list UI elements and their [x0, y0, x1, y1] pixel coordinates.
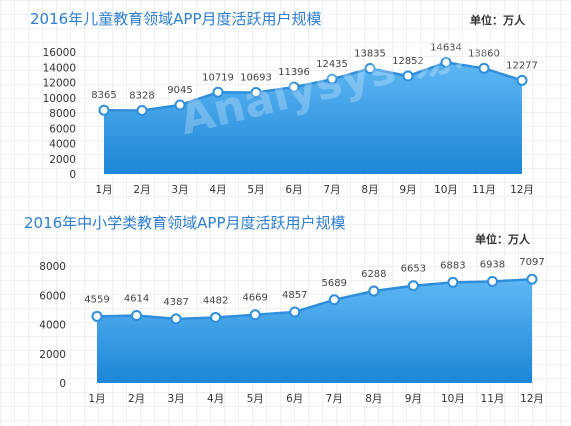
data-label: 4669	[242, 293, 267, 304]
y-tick-label: 8000	[39, 261, 66, 273]
data-label: 4387	[163, 297, 188, 308]
x-tick-label: 11月	[481, 393, 505, 405]
x-tick-label: 7月	[323, 184, 340, 196]
data-point	[288, 81, 300, 93]
data-label: 6883	[440, 260, 465, 271]
chart2-unit-label: 单位：万人	[475, 233, 530, 246]
x-tick-label: 8月	[365, 393, 382, 405]
x-tick-label: 4月	[209, 184, 226, 196]
x-tick-label: 3月	[171, 184, 188, 196]
x-tick-label: 1月	[88, 393, 105, 405]
data-point	[131, 310, 143, 322]
series-line	[103, 61, 523, 112]
x-tick-label: 1月	[95, 184, 112, 196]
x-tick-label: 6月	[285, 184, 302, 196]
data-point	[526, 273, 538, 285]
y-tick-label: 4000	[49, 139, 76, 151]
y-tick-label: 2000	[49, 154, 76, 166]
data-label: 6288	[361, 269, 386, 280]
chart2: 0 2000 4000 6000 8000 4559 4614 4387 4482 4669 485…	[39, 257, 544, 405]
x-tick-label: 10月	[434, 184, 458, 196]
y-tick-label: 6000	[39, 290, 66, 302]
y-tick-label: 6000	[49, 123, 76, 135]
y-tick-label: 12000	[43, 78, 76, 90]
data-point	[486, 276, 498, 288]
x-tick-label: 4月	[207, 393, 224, 405]
x-tick-label: 6月	[286, 393, 303, 405]
x-tick-label: 7月	[326, 393, 343, 405]
data-label: 13860	[468, 48, 500, 59]
data-label: 4857	[282, 290, 307, 301]
data-point	[210, 311, 222, 323]
data-label: 9045	[167, 85, 192, 96]
y-tick-label: 8000	[49, 108, 76, 120]
data-label: 10693	[240, 72, 272, 83]
data-label: 14634	[430, 42, 462, 53]
x-tick-label: 12月	[520, 393, 544, 405]
data-point	[447, 276, 459, 288]
data-label: 12852	[392, 56, 424, 67]
x-tick-label: 2月	[128, 393, 145, 405]
area-fill	[97, 279, 532, 383]
data-point	[91, 310, 103, 322]
data-point	[364, 63, 376, 75]
x-tick-label: 9月	[399, 184, 416, 196]
chart1: 0 2000 4000 6000 8000 10000 12000 14000 16000 836…	[43, 42, 538, 196]
data-point	[174, 99, 186, 111]
data-point	[516, 74, 528, 86]
data-point	[136, 104, 148, 116]
data-label: 11396	[278, 67, 310, 78]
x-tick-label: 11月	[472, 184, 496, 196]
data-point	[98, 104, 110, 116]
y-tick-label: 0	[69, 169, 76, 181]
data-point	[407, 280, 419, 292]
y-tick-label: 14000	[43, 62, 76, 74]
data-label: 12277	[506, 60, 538, 71]
data-point	[368, 285, 380, 297]
data-label: 6938	[480, 260, 505, 271]
data-point	[250, 86, 262, 98]
data-label: 8328	[129, 90, 154, 101]
data-label: 7097	[519, 257, 544, 268]
data-label: 8365	[91, 90, 116, 101]
chart2-title: 2016年中小学类教育领域APP月度活跃用户规模	[24, 214, 346, 232]
data-label: 4559	[84, 294, 109, 305]
x-tick-label: 8月	[361, 184, 378, 196]
x-tick-label: 5月	[247, 184, 264, 196]
data-label: 10719	[202, 72, 234, 83]
x-tick-label: 3月	[167, 393, 184, 405]
x-tick-label: 5月	[247, 393, 264, 405]
chart1-title: 2016年儿童教育领域APP月度活跃用户规模	[30, 10, 322, 28]
data-label: 5689	[322, 278, 347, 289]
data-point	[326, 73, 338, 85]
x-tick-label: 12月	[510, 184, 534, 196]
data-point	[249, 309, 261, 321]
x-tick-label: 2月	[133, 184, 150, 196]
y-tick-label: 2000	[39, 349, 66, 361]
data-point	[289, 306, 301, 318]
x-tick-label: 10月	[441, 393, 465, 405]
y-tick-label: 0	[59, 378, 66, 390]
series-line	[96, 277, 533, 321]
data-point	[402, 70, 414, 82]
data-point	[328, 294, 340, 306]
data-point	[440, 56, 452, 68]
data-point	[212, 86, 224, 98]
data-label: 4482	[203, 295, 228, 306]
y-tick-label: 4000	[39, 320, 66, 332]
data-label: 6653	[401, 264, 426, 275]
y-tick-label: 16000	[43, 47, 76, 59]
chart1-unit-label: 单位：万人	[470, 14, 525, 27]
data-label: 4614	[124, 294, 149, 305]
x-tick-label: 9月	[405, 393, 422, 405]
data-point	[478, 62, 490, 74]
data-label: 13835	[354, 49, 386, 60]
data-label: 12435	[316, 59, 348, 70]
area-fill	[104, 62, 522, 174]
y-tick-label: 10000	[43, 93, 76, 105]
data-point	[170, 313, 182, 325]
